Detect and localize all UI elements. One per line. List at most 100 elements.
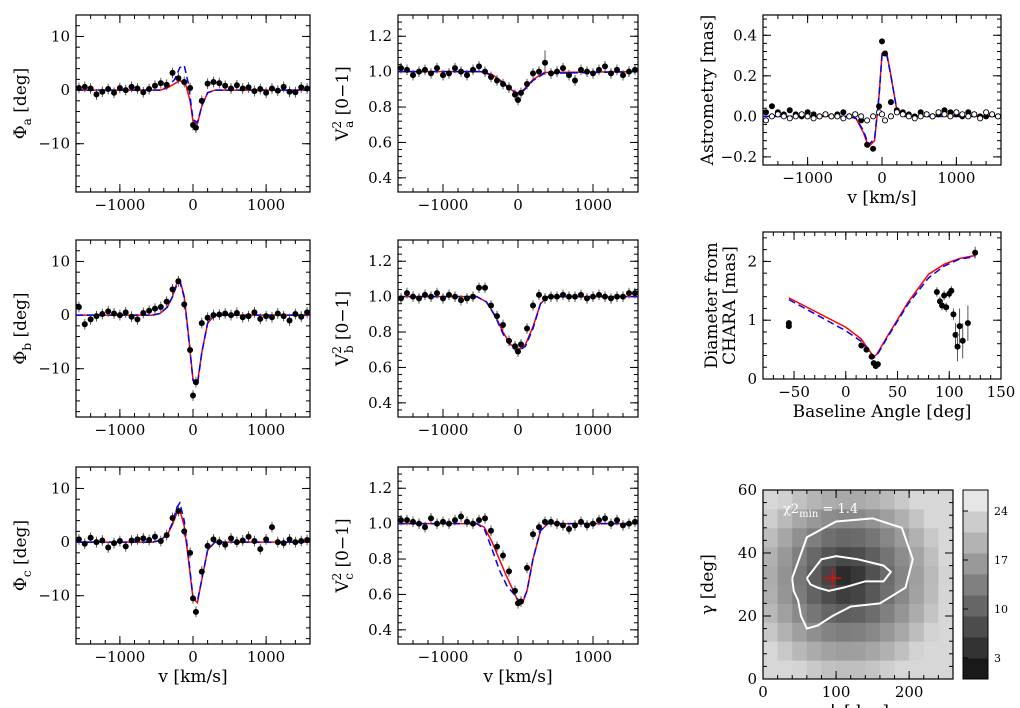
heatmap-cell: [850, 603, 866, 623]
data-point: [458, 68, 464, 75]
data-point: [268, 85, 275, 92]
data-point: [500, 552, 506, 559]
data-point: [464, 295, 470, 302]
heatmap-cell: [879, 622, 896, 642]
data-point-open: [822, 111, 829, 118]
data-point: [257, 315, 264, 322]
data-point-open: [971, 111, 978, 118]
data-point: [169, 69, 176, 76]
y-tick-label: 20: [738, 607, 757, 625]
y-tick-label: 0.2: [733, 67, 757, 85]
data-point: [458, 297, 464, 304]
data-point: [452, 65, 458, 72]
heatmap-cell: [894, 603, 910, 623]
heatmap-cell: [923, 527, 939, 548]
y-tick-label: 10: [51, 479, 70, 497]
data-point: [404, 66, 410, 73]
y-tick-label: 0.6: [368, 133, 392, 151]
data-point: [105, 86, 112, 93]
heatmap-cell: [909, 641, 925, 661]
label-part: V: [333, 353, 353, 367]
heatmap-cell: [763, 565, 779, 585]
data-point: [410, 72, 416, 79]
data-point: [81, 83, 88, 90]
heatmap-cell: [923, 660, 939, 680]
data-point: [263, 536, 270, 543]
data-point: [81, 321, 88, 328]
data-point: [470, 293, 476, 300]
data-point: [858, 342, 865, 349]
heatmap-cell: [763, 622, 779, 642]
data-point: [578, 66, 584, 73]
data-point: [476, 517, 482, 524]
heatmap-cell: [894, 660, 910, 680]
colorbar-segment: [963, 532, 988, 554]
label-part: 2: [330, 346, 344, 354]
data-point: [280, 83, 287, 90]
label-part: 2: [330, 121, 344, 129]
heatmap-cell: [836, 527, 852, 548]
heatmap-cell: [763, 527, 779, 548]
x-tick-label: −1000: [95, 421, 146, 439]
heatmap-cell: [836, 641, 852, 661]
data-point: [626, 520, 632, 527]
data-point: [536, 68, 542, 75]
x-tick-label: 0: [877, 169, 887, 187]
data-point: [198, 97, 205, 104]
heatmap-cell: [923, 584, 939, 604]
heatmap-cell: [879, 490, 896, 510]
data-point: [398, 65, 404, 72]
x-tick-label: −1000: [418, 648, 469, 666]
heatmap-cell: [923, 565, 939, 585]
data-point: [128, 313, 135, 320]
data-point: [93, 539, 100, 546]
heatmap-cell: [792, 527, 808, 548]
data-point: [470, 520, 476, 527]
data-point: [298, 313, 305, 320]
plot-frame: [762, 489, 954, 680]
data-point: [187, 84, 194, 91]
data-point: [470, 66, 476, 73]
data-point: [192, 608, 199, 615]
heatmap-cell: [894, 584, 910, 604]
plot-frame: [762, 231, 1002, 380]
data-point: [105, 308, 112, 315]
data-point: [105, 544, 112, 551]
heatmap-cell: [938, 660, 954, 680]
data-point: [140, 535, 147, 542]
label-part: [km/s]: [168, 667, 228, 687]
data-point: [620, 522, 626, 529]
data-point: [245, 84, 252, 91]
x-tick-label: 1000: [574, 421, 612, 439]
x-axis-label: Baseline Angle [deg]: [793, 402, 972, 422]
heatmap-cell: [806, 490, 822, 510]
heatmap-cell: [865, 584, 881, 604]
data-point: [863, 346, 870, 353]
heatmap-cell: [821, 603, 837, 623]
data-point: [452, 517, 458, 524]
heatmap-cell: [938, 584, 954, 604]
data-point: [111, 310, 118, 317]
heatmap-cell: [909, 508, 925, 529]
x-axis-label: ϕ [deg]: [827, 702, 889, 708]
x-tick-label: −1000: [782, 169, 833, 187]
data-point: [864, 141, 871, 148]
data-point: [608, 295, 614, 302]
x-tick-label: 0: [841, 383, 851, 401]
data-point: [572, 77, 578, 84]
data-point: [204, 80, 211, 87]
heatmap-cell: [821, 546, 837, 567]
data-point: [874, 361, 881, 368]
heatmap-cell: [806, 660, 822, 680]
heatmap-cell: [777, 660, 793, 680]
heatmap-cell: [821, 660, 837, 680]
data-point: [163, 298, 170, 305]
data-point: [464, 518, 470, 525]
label-part: [deg]: [11, 520, 31, 571]
y-axis-label: Φc [deg]: [11, 520, 34, 591]
heatmap-cell: [836, 565, 852, 585]
data-point: [151, 533, 158, 540]
heatmap-cell: [821, 641, 837, 661]
data-point: [554, 520, 560, 527]
data-point: [952, 331, 959, 338]
